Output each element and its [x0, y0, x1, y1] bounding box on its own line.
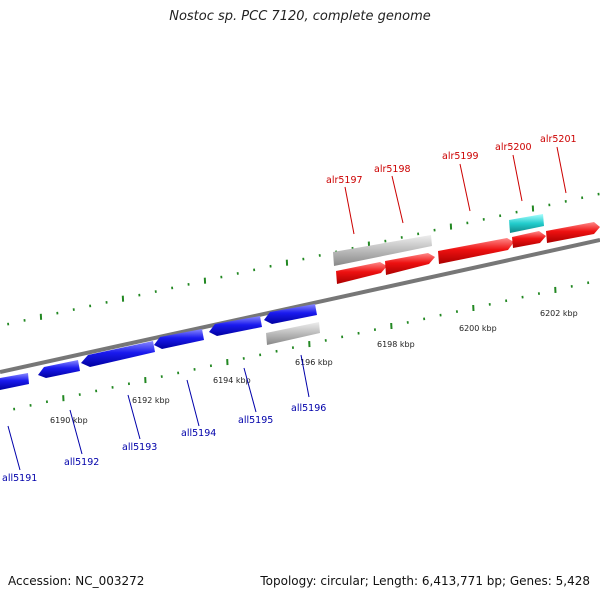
lower-tick-row	[13, 281, 590, 411]
leader-alr5200	[512, 154, 523, 202]
feature-rna-cyan[interactable]	[509, 214, 544, 233]
gene-alr5201[interactable]	[546, 222, 600, 243]
gene-alr5200[interactable]	[512, 231, 546, 248]
forward-strand-genes	[333, 214, 600, 284]
accession-text: Accession: NC_003272	[8, 574, 145, 588]
gene-all5193[interactable]	[81, 341, 155, 367]
leader-alr5201	[556, 146, 567, 194]
leader-all5196	[300, 354, 310, 398]
kbp-label-6202: 6202 kbp	[540, 309, 578, 318]
leader-alr5197	[344, 186, 355, 235]
label-alr5197: alr5197	[326, 175, 363, 186]
gene-alr5197[interactable]	[336, 262, 387, 284]
gene-alr5199[interactable]	[438, 238, 514, 264]
label-all5193: all5193	[122, 442, 157, 453]
kbp-label-6196: 6196 kbp	[295, 358, 333, 367]
reverse-strand-genes	[0, 304, 320, 390]
gene-all5192[interactable]	[38, 360, 80, 378]
genome-backbone	[0, 238, 600, 374]
label-all5191: all5191	[2, 473, 37, 484]
label-leaders	[7, 146, 567, 471]
map-title: Nostoc sp. PCC 7120, complete genome	[169, 9, 431, 24]
label-alr5198: alr5198	[374, 164, 411, 175]
leader-all5194	[186, 379, 200, 427]
label-all5196: all5196	[291, 403, 326, 414]
kbp-label-6194: 6194 kbp	[213, 376, 251, 385]
leader-alr5198	[391, 175, 404, 224]
kbp-label-6200: 6200 kbp	[459, 324, 497, 333]
gene-all5196[interactable]	[264, 304, 317, 324]
label-all5194: all5194	[181, 428, 216, 439]
gene-all5191[interactable]	[0, 373, 29, 390]
gene-labels: all5191 all5192 all5193 all5194 all5195 …	[2, 134, 577, 484]
label-alr5200: alr5200	[495, 142, 532, 153]
label-all5195: all5195	[238, 415, 273, 426]
leader-all5193	[127, 394, 141, 440]
genome-summary-text: Topology: circular; Length: 6,413,771 bp…	[260, 574, 590, 588]
leader-all5195	[243, 367, 257, 413]
kbp-label-6190: 6190 kbp	[50, 416, 88, 425]
feature-gray-reverse[interactable]	[266, 322, 320, 345]
leader-alr5199	[459, 163, 471, 212]
gene-all5194[interactable]	[154, 329, 204, 349]
kbp-labels: 6190 kbp 6192 kbp 6194 kbp 6196 kbp 6198…	[50, 309, 578, 425]
label-alr5201: alr5201	[540, 134, 577, 145]
leader-all5192	[69, 409, 83, 455]
label-alr5199: alr5199	[442, 151, 479, 162]
kbp-label-6198: 6198 kbp	[377, 340, 415, 349]
feature-gray-forward[interactable]	[333, 235, 432, 266]
label-all5192: all5192	[64, 457, 99, 468]
gene-all5195[interactable]	[209, 316, 262, 336]
kbp-label-6192: 6192 kbp	[132, 396, 170, 405]
leader-all5191	[7, 425, 21, 471]
gene-alr5198[interactable]	[385, 253, 435, 275]
